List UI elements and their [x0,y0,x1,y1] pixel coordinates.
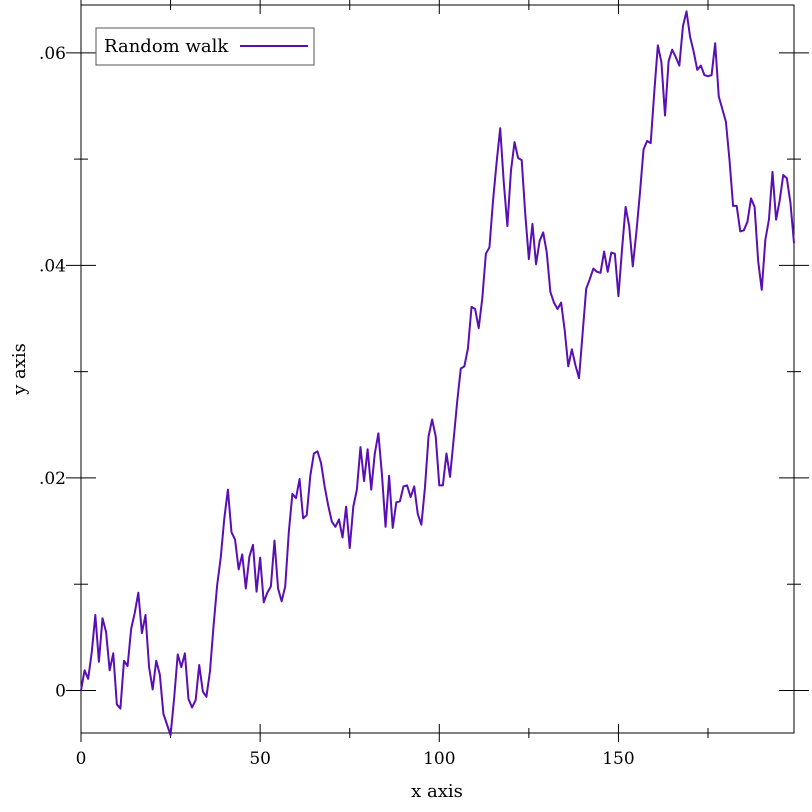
x-axis-title: x axis [411,781,463,802]
x-tick-label: 100 [423,749,455,769]
y-tick-label: .06 [39,44,66,64]
axis-ticks [66,0,809,742]
y-tick-label: .04 [39,256,66,276]
plot-frame [80,4,795,734]
x-tick-labels: 0 50 100 150 [76,749,635,769]
x-tick-label: 50 [249,749,271,769]
legend-label: Random walk [104,36,229,57]
y-axis-title: y axis [9,343,30,396]
y-tick-labels: 0 .02 .04 .06 [39,44,66,702]
series-line-random-walk [80,10,795,737]
y-tick-label: .02 [39,469,66,489]
legend: Random walk [95,27,315,66]
x-tick-label: 150 [602,749,634,769]
y-tick-label: 0 [55,681,66,701]
x-tick-label: 0 [76,749,87,769]
